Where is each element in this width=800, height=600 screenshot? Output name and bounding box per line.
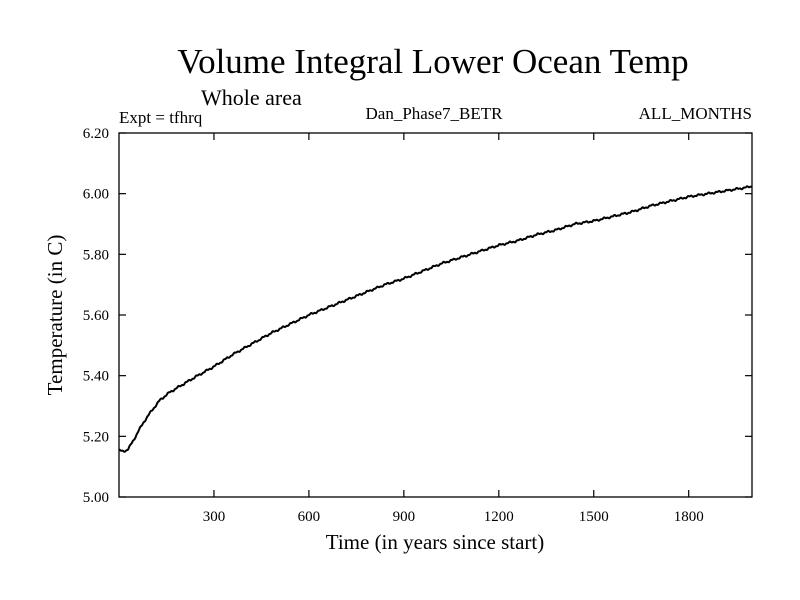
y-tick-label: 5.60 bbox=[83, 308, 109, 324]
y-tick-label: 6.00 bbox=[83, 187, 109, 203]
y-tick-label: 5.20 bbox=[83, 429, 109, 445]
y-tick-label: 5.80 bbox=[83, 247, 109, 263]
chart-headers: Volume Integral Lower Ocean Temp Whole a… bbox=[119, 42, 752, 127]
x-tick-label: 600 bbox=[298, 509, 321, 525]
x-tick-label: 900 bbox=[393, 509, 416, 525]
plot-frame bbox=[118, 132, 753, 498]
x-axis-label: Time (in years since start) bbox=[326, 530, 545, 554]
axis-ticks bbox=[119, 132, 752, 498]
run-name-label: Dan_Phase7_BETR bbox=[366, 104, 504, 123]
chart-title: Volume Integral Lower Ocean Temp bbox=[177, 42, 688, 81]
series-line-tfhrq bbox=[118, 185, 753, 453]
y-tick-label: 5.00 bbox=[83, 490, 109, 506]
x-tick-label: 300 bbox=[203, 509, 226, 525]
chart-subtitle: Whole area bbox=[201, 85, 302, 110]
x-tick-label: 1500 bbox=[579, 509, 609, 525]
x-tick-label: 1200 bbox=[484, 509, 514, 525]
y-tick-label: 6.20 bbox=[83, 126, 109, 142]
y-tick-label: 5.40 bbox=[83, 369, 109, 385]
axis-tick-labels: 300 600 900 1200 1500 1800 5.00 5.20 5.40 5.60 5.8… bbox=[83, 126, 704, 525]
experiment-label: Expt = tfhrq bbox=[119, 108, 203, 127]
months-label: ALL_MONTHS bbox=[639, 104, 752, 123]
y-axis-label: Temperature (in C) bbox=[43, 235, 67, 396]
x-tick-label: 1800 bbox=[674, 509, 704, 525]
